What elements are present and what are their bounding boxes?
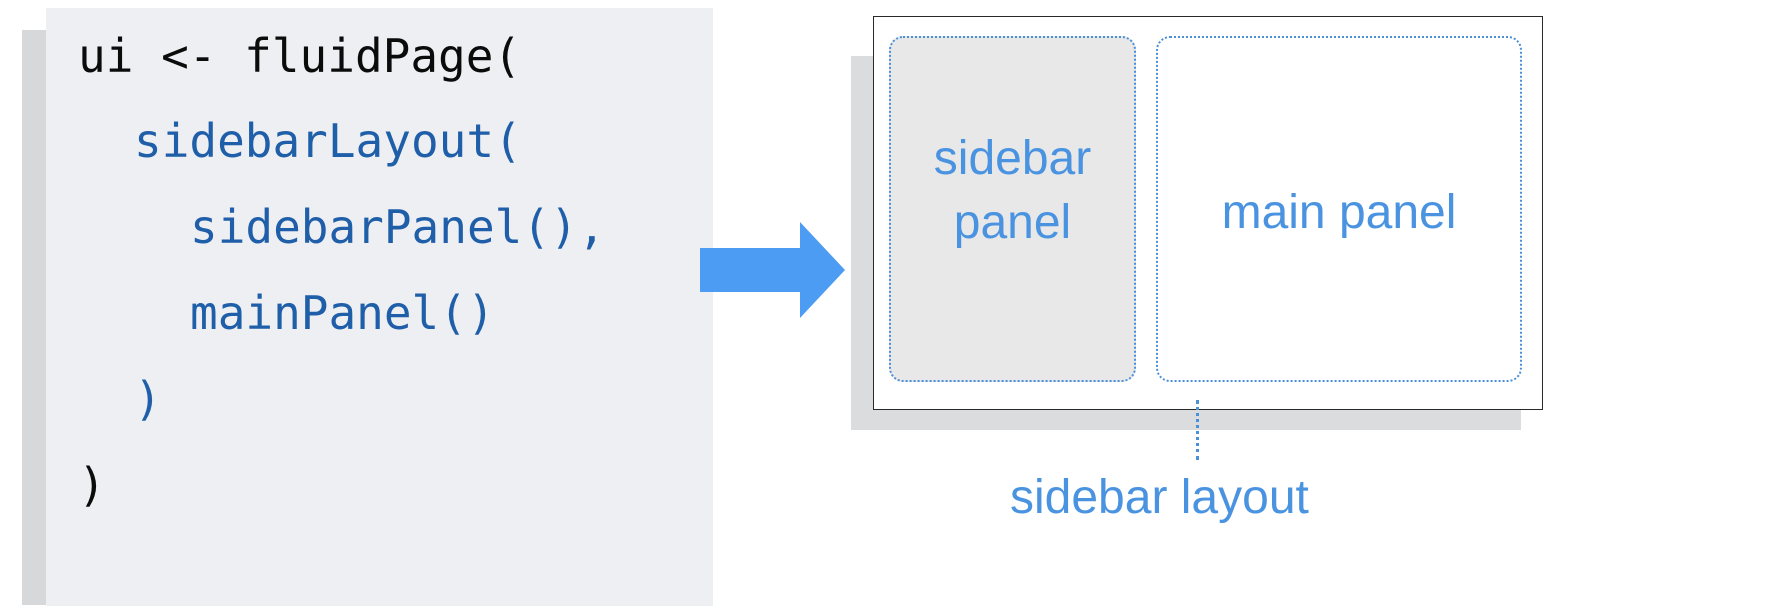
layout-leader-line <box>1196 400 1199 460</box>
sidebar-layout-label: sidebar layout <box>1010 470 1370 526</box>
main-panel-label: main panel <box>1222 181 1457 245</box>
code-line-fluidpage: ui <- fluidPage( <box>78 28 521 84</box>
main-panel-box: main panel <box>1156 36 1522 382</box>
code-line-close-sidebarlayout: ) <box>134 371 162 427</box>
code-line-sidebarpanel: sidebarPanel(), <box>190 199 605 255</box>
sidebar-panel-box: sidebar panel <box>889 36 1136 382</box>
sidebar-panel-label-line2: panel <box>934 191 1091 255</box>
sidebar-panel-label: sidebar panel <box>934 127 1091 255</box>
code-line-mainpanel: mainPanel() <box>190 285 495 341</box>
sidebar-panel-label-line1: sidebar <box>934 127 1091 191</box>
code-line-sidebarlayout: sidebarLayout( <box>134 113 522 169</box>
code-line-close-fluidpage: ) <box>78 457 106 513</box>
right-arrow-icon <box>700 222 845 318</box>
